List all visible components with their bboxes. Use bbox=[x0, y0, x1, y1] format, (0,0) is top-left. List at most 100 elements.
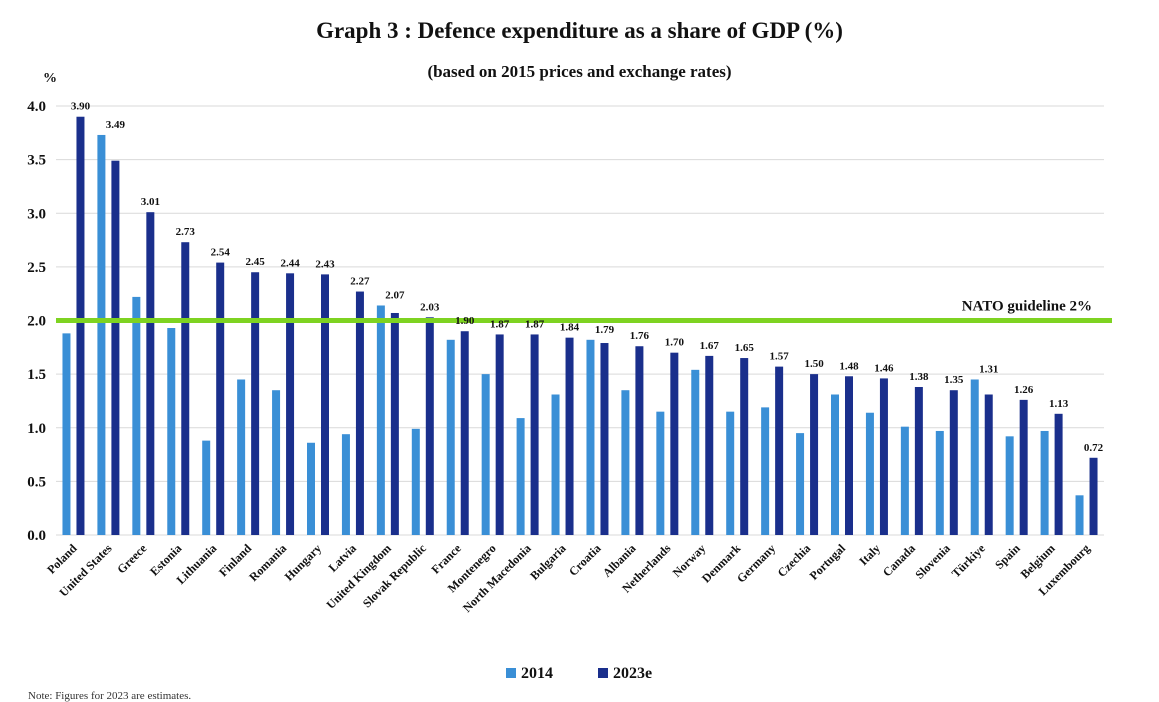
bar-2023e bbox=[949, 390, 958, 535]
footnote: Note: Figures for 2023 are estimates. bbox=[28, 690, 192, 702]
y-tick-label: 0.5 bbox=[27, 474, 46, 490]
bar-2023e bbox=[635, 346, 644, 535]
data-label-2023e: 3.49 bbox=[106, 119, 126, 131]
data-label-2023e: 2.44 bbox=[280, 257, 300, 269]
bar-2014 bbox=[1075, 495, 1084, 535]
data-label-2023e: 1.35 bbox=[944, 374, 964, 386]
data-label-2023e: 3.90 bbox=[71, 101, 91, 113]
bar-2023e bbox=[670, 352, 679, 535]
category-label: Slovak Republic bbox=[360, 541, 430, 611]
bar-2014 bbox=[1005, 436, 1014, 535]
category-label: Türkiye bbox=[949, 541, 989, 581]
bar-2014 bbox=[551, 394, 560, 535]
bar-2014 bbox=[656, 411, 665, 535]
bar-2023e bbox=[1019, 399, 1028, 535]
bar-2014 bbox=[272, 390, 281, 535]
data-label-2023e: 3.01 bbox=[141, 196, 160, 208]
bar-2014 bbox=[341, 434, 350, 535]
category-label: Bulgaria bbox=[527, 541, 568, 582]
bar-2023e bbox=[286, 273, 295, 535]
legend: 2014 2023e bbox=[506, 665, 652, 682]
bar-2023e bbox=[460, 331, 469, 535]
data-label-2023e: 2.45 bbox=[246, 256, 266, 268]
bar-2014 bbox=[691, 369, 700, 535]
bar-2014 bbox=[865, 412, 874, 535]
data-label-2023e: 1.67 bbox=[700, 340, 720, 352]
data-label-2023e: 1.48 bbox=[839, 360, 859, 372]
bar-2014 bbox=[796, 433, 805, 535]
data-label-2023e: 1.46 bbox=[874, 362, 894, 374]
bar-2014 bbox=[935, 430, 944, 535]
bar-2023e bbox=[216, 262, 225, 535]
data-label-2023e: 1.50 bbox=[804, 358, 824, 370]
category-label: Italy bbox=[856, 541, 883, 568]
data-labels: 3.90 3.49 3.01 2.73 2.54 2.45 2.44 2.43 2.27 2.07… bbox=[71, 101, 1104, 454]
bar-2014 bbox=[761, 407, 770, 535]
bar-2023e bbox=[600, 343, 609, 535]
bar-2014 bbox=[97, 134, 106, 535]
y-tick-label: 3.5 bbox=[27, 153, 46, 169]
bar-2023e bbox=[181, 242, 190, 535]
bar-2023e bbox=[810, 374, 819, 535]
bar-2014 bbox=[970, 379, 979, 535]
y-axis-unit-label: % bbox=[43, 71, 57, 86]
y-tick-label: 3.0 bbox=[27, 206, 46, 222]
bar-2014 bbox=[621, 390, 630, 535]
bar-2014 bbox=[516, 418, 525, 535]
y-tick-label: 1.5 bbox=[27, 367, 46, 383]
bar-2023e bbox=[1054, 413, 1063, 535]
data-label-2023e: 1.84 bbox=[560, 322, 580, 334]
data-label-2023e: 1.70 bbox=[665, 337, 685, 349]
category-label: Croatia bbox=[566, 541, 604, 579]
reference-line-group: NATO guideline 2% bbox=[56, 299, 1112, 323]
legend-swatch-2023e bbox=[598, 668, 608, 678]
nato-guideline-label: NATO guideline 2% bbox=[962, 299, 1092, 315]
category-label: Spain bbox=[992, 541, 1023, 572]
legend-label-2023e: 2023e bbox=[613, 665, 652, 682]
y-tick-label: 2.5 bbox=[27, 260, 46, 276]
bar-2014 bbox=[726, 411, 735, 535]
bar-2014 bbox=[586, 339, 595, 535]
data-label-2023e: 1.65 bbox=[735, 342, 755, 354]
data-label-2023e: 2.54 bbox=[211, 247, 231, 259]
chart-subtitle: (based on 2015 prices and exchange rates… bbox=[427, 62, 732, 81]
bar-2023e bbox=[425, 317, 434, 535]
data-label-2023e: 1.87 bbox=[490, 318, 510, 330]
bar-2023e bbox=[984, 394, 993, 535]
bar-2023e bbox=[146, 212, 155, 536]
y-tick-label: 1.0 bbox=[27, 421, 46, 437]
bar-2023e bbox=[879, 378, 888, 535]
bar-2014 bbox=[307, 442, 315, 535]
bar-2023e bbox=[321, 274, 329, 535]
bar-2023e bbox=[1089, 457, 1098, 535]
data-label-2023e: 2.03 bbox=[420, 301, 440, 313]
bar-2014 bbox=[481, 374, 490, 535]
category-label: Canada bbox=[880, 541, 918, 579]
bar-2023e bbox=[355, 291, 364, 535]
chart-title: Graph 3 : Defence expenditure as a share… bbox=[316, 18, 843, 43]
bar-2014 bbox=[62, 333, 71, 535]
data-label-2023e: 1.38 bbox=[909, 371, 929, 383]
data-label-2023e: 1.87 bbox=[525, 318, 545, 330]
bar-2023e bbox=[914, 386, 923, 535]
category-label: Germany bbox=[734, 541, 778, 585]
data-label-2023e: 1.76 bbox=[630, 330, 650, 342]
category-label: Hungary bbox=[282, 541, 324, 583]
bar-2014 bbox=[132, 296, 141, 535]
bar-2023e bbox=[775, 366, 784, 535]
bar-2023e bbox=[251, 272, 260, 535]
gridlines bbox=[56, 105, 1104, 536]
legend-label-2014: 2014 bbox=[521, 665, 553, 682]
bar-2023e bbox=[530, 334, 539, 535]
bar-2014 bbox=[167, 328, 176, 535]
category-label: Greece bbox=[114, 541, 150, 577]
data-label-2023e: 1.26 bbox=[1014, 384, 1034, 396]
bar-2014 bbox=[411, 428, 420, 535]
data-label-2023e: 1.79 bbox=[595, 324, 615, 336]
bar-2014 bbox=[1040, 430, 1049, 535]
bars bbox=[62, 116, 1098, 536]
bar-2023e bbox=[111, 160, 120, 535]
data-label-2023e: 2.07 bbox=[385, 289, 405, 301]
data-label-2023e: 2.43 bbox=[315, 258, 335, 270]
